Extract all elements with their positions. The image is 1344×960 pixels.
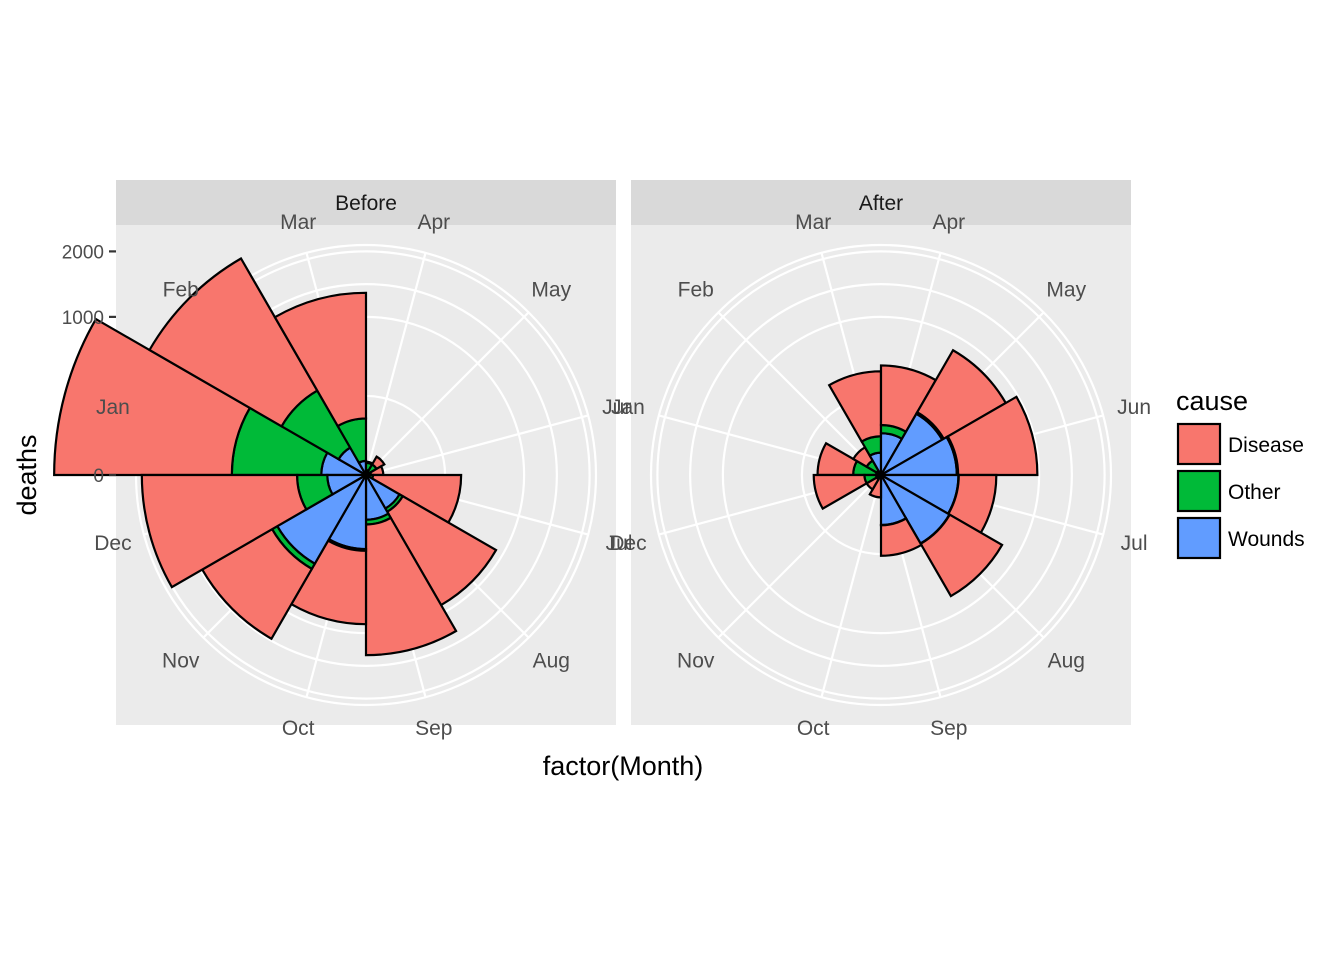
facet-panel-after: After Jan Feb Mar Apr May Jun Jul Aug Sep Oct Nov De… <box>609 180 1151 740</box>
legend-title: cause <box>1176 386 1248 416</box>
month-label-dec: Dec <box>609 532 646 555</box>
month-label-jan: Jan <box>611 396 645 419</box>
wedge-disease-jul <box>370 473 463 525</box>
month-label-mar: Mar <box>795 211 831 234</box>
legend-key-wounds <box>1176 516 1222 560</box>
wedge-disease-dec <box>812 473 869 511</box>
wedge-disease-dec <box>140 473 308 589</box>
month-label-sep: Sep <box>930 717 967 740</box>
grid-spoke <box>820 474 883 698</box>
month-labels: Jan Feb Mar Apr May Jun Jul Aug Sep Oct Nov Dec <box>609 211 1151 740</box>
y-tick-label: 1000 <box>62 308 104 329</box>
month-label-jul: Jul <box>606 532 633 555</box>
grid-circle <box>689 283 1073 667</box>
month-label-oct: Oct <box>282 717 315 740</box>
month-label-oct: Oct <box>797 717 830 740</box>
facet-strip <box>631 180 1131 225</box>
wedge-disease-mar <box>827 370 883 443</box>
month-label-jun: Jun <box>1117 396 1151 419</box>
legend-key-other <box>1176 469 1222 513</box>
month-label-may: May <box>1046 279 1086 302</box>
wedge-disease-jan <box>816 441 859 477</box>
month-label-apr: Apr <box>417 211 450 234</box>
facet-panels: Before Jan Feb Mar Apr May Jun Jul Aug Sep Oct Nov D… <box>53 180 1151 740</box>
month-label-nov: Nov <box>677 649 715 672</box>
month-label-mar: Mar <box>280 211 316 234</box>
grid-circle <box>649 243 1113 707</box>
month-label-jan: Jan <box>96 396 130 419</box>
month-label-dec: Dec <box>94 532 131 555</box>
wedge-disease-aug <box>919 513 1004 598</box>
facet-strip-label: After <box>859 192 903 215</box>
facet-panel-before: Before Jan Feb Mar Apr May Jun Jul Aug Sep Oct Nov D… <box>53 180 636 740</box>
grid-circle <box>721 315 1041 635</box>
legend-label-other: Other <box>1228 481 1281 504</box>
month-labels: Jan Feb Mar Apr May Jun Jul Aug Sep Oct Nov Dec <box>94 211 636 740</box>
y-axis: 0 1000 2000 <box>62 242 116 487</box>
month-label-jun: Jun <box>602 396 636 419</box>
month-label-jul: Jul <box>1121 532 1148 555</box>
grid-spoke <box>717 311 882 476</box>
month-label-feb: Feb <box>163 279 199 302</box>
grid-spoke <box>365 414 589 477</box>
month-label-aug: Aug <box>1048 649 1085 672</box>
wedge-disease-mar <box>273 291 368 428</box>
legend-key-disease <box>1176 422 1222 466</box>
y-tick-label: 2000 <box>62 242 104 263</box>
y-tick-label: 0 <box>93 466 104 487</box>
wedge-disease-feb <box>147 256 319 428</box>
legend-label-disease: Disease <box>1228 434 1304 457</box>
wedge-disease-jan <box>53 317 252 477</box>
facet-strip-label: Before <box>335 192 397 215</box>
month-label-feb: Feb <box>678 279 714 302</box>
wedges <box>812 348 1039 598</box>
y-axis-title: deaths <box>12 434 42 515</box>
legend: cause Disease Other Wounds <box>1176 386 1305 560</box>
wedge-disease-sep <box>879 517 923 557</box>
legend-label-wounds: Wounds <box>1228 528 1305 551</box>
wedge-disease-sep <box>364 516 458 657</box>
month-label-aug: Aug <box>533 649 570 672</box>
month-label-apr: Apr <box>932 211 965 234</box>
x-axis-title: factor(Month) <box>543 751 704 781</box>
month-label-sep: Sep <box>415 717 452 740</box>
wedge-disease-jun <box>946 395 1039 477</box>
wedges <box>53 256 498 657</box>
grid-spoke <box>717 474 882 639</box>
wedge-disease-aug <box>385 494 498 607</box>
grid-spoke <box>364 252 427 476</box>
month-label-may: May <box>531 279 571 302</box>
month-label-nov: Nov <box>162 649 200 672</box>
facet-strip <box>116 180 616 225</box>
grid-spoke <box>365 311 530 476</box>
grid-circle <box>656 250 1106 700</box>
